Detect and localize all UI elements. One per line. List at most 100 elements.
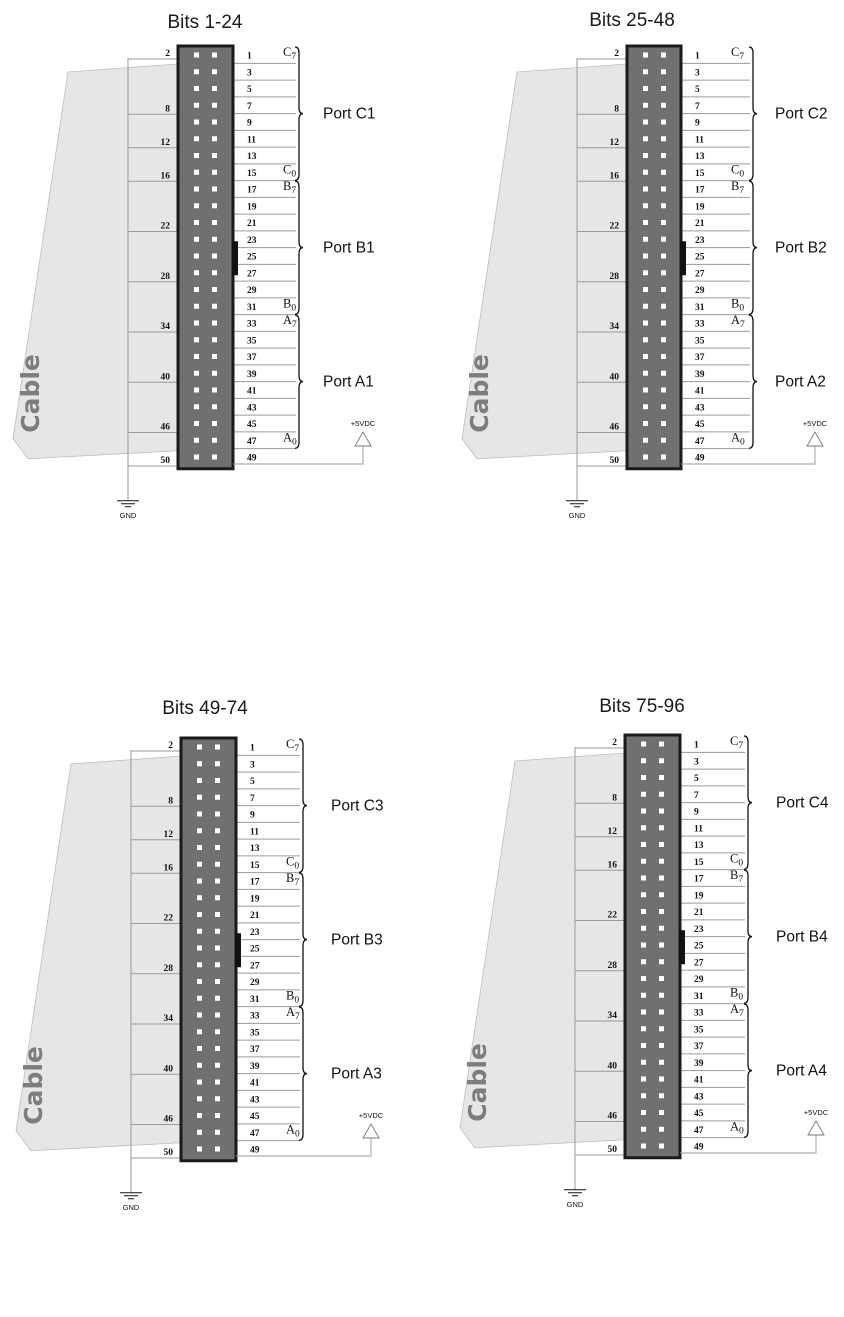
odd-pin-number: 43	[694, 1092, 704, 1102]
pin-hole	[641, 909, 646, 914]
pin-hole	[212, 186, 217, 192]
odd-pin-number: 47	[694, 1126, 704, 1136]
pin-hole	[197, 878, 202, 884]
bit-label-a_high: A7	[730, 1002, 744, 1019]
pin-hole	[661, 236, 666, 242]
even-pin-number: 50	[164, 1148, 174, 1158]
pin-hole	[215, 878, 220, 884]
pin-hole	[212, 421, 217, 426]
port-brace	[748, 46, 758, 181]
odd-pin-number: 23	[250, 928, 260, 938]
pin-hole	[215, 928, 220, 934]
pin-hole	[661, 337, 666, 343]
pin-hole	[643, 287, 648, 292]
even-pin-number: 16	[610, 171, 620, 181]
odd-pin-number: 7	[695, 102, 700, 112]
pin-hole	[659, 976, 664, 981]
pin-hole	[641, 875, 646, 881]
odd-pin-number: 43	[695, 403, 705, 413]
even-pin-number: 12	[164, 830, 174, 840]
pin-hole	[641, 825, 646, 831]
odd-pin-number: 39	[250, 1062, 260, 1072]
pin-hole	[212, 303, 217, 309]
pin-hole	[659, 1110, 664, 1115]
odd-pin-number: 3	[694, 757, 699, 767]
bit-label-b_low: B0	[286, 988, 299, 1005]
pin-hole	[215, 794, 220, 800]
odd-pin-number: 17	[694, 875, 704, 885]
pin-hole	[212, 253, 217, 259]
odd-pin-number: 39	[695, 370, 705, 380]
pin-hole	[197, 794, 202, 800]
odd-pin-number: 7	[247, 102, 252, 112]
odd-pin-number: 45	[250, 1112, 260, 1122]
odd-pin-number: 3	[695, 68, 700, 78]
even-pin-number: 40	[608, 1061, 618, 1071]
odd-pin-number: 31	[695, 303, 705, 313]
even-pin-number: 22	[608, 911, 618, 921]
odd-pin-number: 15	[247, 169, 257, 179]
odd-pin-number: 19	[695, 202, 705, 212]
even-pin-number: 22	[161, 222, 171, 232]
pin-hole	[643, 437, 648, 443]
vdc-triangle	[807, 1120, 825, 1136]
pin-hole	[659, 959, 664, 965]
vdc-label: +5VDC	[359, 1111, 384, 1120]
even-pin-number: 2	[168, 741, 173, 751]
pin-hole	[659, 775, 664, 780]
pin-hole	[215, 845, 220, 850]
even-pin-number: 34	[610, 322, 620, 332]
odd-pin-number: 13	[250, 844, 260, 854]
diagram-title: Bits 75-96	[599, 696, 685, 717]
pin-hole	[215, 778, 220, 783]
even-pin-number: 2	[612, 738, 617, 748]
odd-pin-number: 49	[247, 454, 257, 464]
connector-key	[232, 241, 238, 276]
port-brace	[298, 872, 308, 1007]
pin-hole	[212, 270, 217, 276]
even-pin-number: 22	[164, 914, 174, 924]
odd-pin-number: 41	[695, 387, 705, 397]
pin-hole	[641, 1076, 646, 1082]
odd-pin-number: 19	[247, 202, 257, 212]
pinout-diagram-1: Bits 1-24Cable281216222834404650GND13579…	[12, 12, 376, 520]
odd-pin-number: 13	[247, 152, 257, 162]
pin-hole	[212, 203, 217, 209]
odd-pin-number: 1	[250, 744, 255, 754]
even-pin-number: 16	[161, 171, 171, 181]
pin-hole	[215, 1129, 220, 1135]
pin-hole	[194, 287, 199, 292]
odd-pin-number: 27	[694, 958, 704, 968]
pin-hole	[197, 895, 202, 901]
odd-pin-number: 5	[695, 85, 700, 95]
even-pin-number: 8	[614, 104, 619, 114]
pin-hole	[194, 253, 199, 259]
pin-hole	[212, 119, 217, 125]
pin-hole	[661, 303, 666, 309]
port-brace	[294, 314, 304, 449]
bit-label-b_low: B0	[283, 296, 296, 313]
ribbon-cable	[15, 755, 182, 1152]
odd-pin-number: 29	[695, 286, 705, 296]
odd-pin-number: 13	[695, 152, 705, 162]
pin-hole	[643, 236, 648, 242]
odd-pin-number: 29	[250, 978, 260, 988]
odd-pin-number: 39	[694, 1059, 704, 1069]
pin-hole	[661, 102, 666, 108]
odd-pin-number: 1	[694, 741, 699, 751]
pin-hole	[659, 1043, 664, 1048]
odd-pin-number: 33	[247, 320, 257, 330]
pin-hole	[659, 758, 664, 764]
even-pin-number: 46	[164, 1115, 174, 1125]
port-brace	[748, 180, 758, 315]
pin-hole	[641, 758, 646, 764]
odd-pin-number: 29	[694, 975, 704, 985]
connector-body	[179, 736, 238, 1163]
gnd-label: GND	[567, 1200, 584, 1209]
pin-hole	[641, 1009, 646, 1015]
pin-hole	[641, 1026, 646, 1032]
pin-hole	[643, 253, 648, 259]
pin-hole	[659, 1143, 664, 1149]
pin-hole	[194, 387, 199, 393]
odd-pin-number: 41	[694, 1076, 704, 1086]
